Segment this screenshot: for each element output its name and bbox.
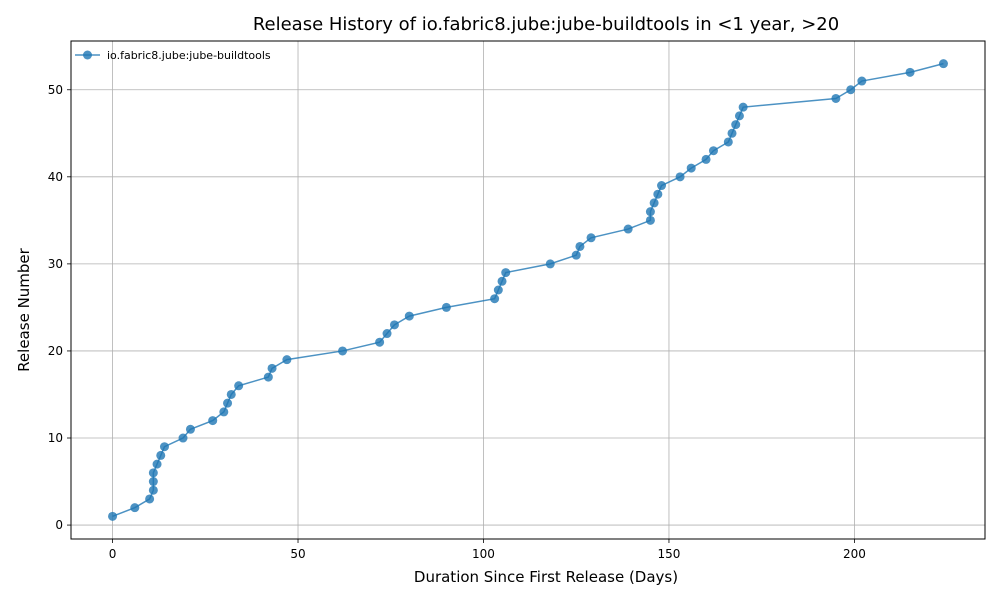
- x-tick-label: 50: [290, 547, 305, 561]
- data-point: [148, 468, 158, 478]
- data-point: [185, 424, 195, 434]
- data-point: [108, 511, 118, 521]
- axes: 0 50 100 150 200 0 10 20 30 40 50: [48, 83, 866, 561]
- data-point: [389, 320, 399, 330]
- data-point: [586, 233, 596, 243]
- data-point: [263, 372, 273, 382]
- data-point: [738, 102, 748, 112]
- data-point: [727, 128, 737, 138]
- data-point: [375, 337, 385, 347]
- data-point: [701, 154, 711, 164]
- data-point: [938, 59, 948, 69]
- data-point: [708, 146, 718, 156]
- legend: io.fabric8.jube:jube-buildtools: [75, 49, 271, 62]
- data-point: [267, 363, 277, 373]
- legend-marker-icon: [83, 50, 92, 60]
- data-point: [545, 259, 555, 269]
- data-point: [645, 215, 655, 225]
- data-point: [501, 268, 511, 278]
- data-point: [382, 329, 392, 339]
- y-axis-label: Release Number: [15, 247, 33, 371]
- series-line: [112, 62, 944, 518]
- y-tick-label: 0: [55, 518, 63, 532]
- series-layer: [108, 59, 948, 521]
- data-point: [657, 181, 667, 191]
- data-point: [653, 189, 663, 199]
- data-point: [282, 355, 292, 365]
- data-point: [178, 433, 188, 443]
- chart-title: Release History of io.fabric8.jube:jube-…: [253, 14, 839, 35]
- grid: [71, 41, 985, 539]
- y-tick-label: 30: [48, 257, 63, 271]
- data-point: [731, 120, 741, 130]
- data-point: [156, 450, 166, 460]
- data-point: [208, 416, 218, 426]
- data-point: [493, 285, 503, 295]
- x-axis-label: Duration Since First Release (Days): [414, 568, 678, 586]
- data-point: [223, 398, 233, 408]
- y-tick-label: 40: [48, 170, 63, 184]
- data-point: [159, 442, 169, 452]
- data-point: [148, 485, 158, 495]
- data-point: [219, 407, 229, 417]
- x-tick-label: 0: [109, 547, 117, 561]
- data-point: [148, 477, 158, 487]
- y-tick-label: 10: [48, 431, 63, 445]
- data-point: [857, 76, 867, 86]
- y-tick-label: 20: [48, 344, 63, 358]
- x-tick-label: 200: [843, 547, 866, 561]
- data-point: [905, 67, 915, 77]
- data-point: [441, 302, 451, 312]
- legend-label: io.fabric8.jube:jube-buildtools: [107, 49, 271, 62]
- data-point: [623, 224, 633, 234]
- data-point: [723, 137, 733, 147]
- x-tick-label: 150: [658, 547, 681, 561]
- data-point: [686, 163, 696, 173]
- data-point: [490, 294, 500, 304]
- data-point: [338, 346, 348, 356]
- plot-frame: [70, 40, 986, 540]
- data-point: [226, 389, 236, 399]
- data-point: [234, 381, 244, 391]
- x-tick-label: 100: [472, 547, 495, 561]
- data-point: [404, 311, 414, 321]
- data-point: [846, 85, 856, 95]
- data-point: [645, 207, 655, 217]
- data-point: [675, 172, 685, 182]
- data-point: [649, 198, 659, 208]
- data-point: [497, 276, 507, 286]
- data-point: [734, 111, 744, 121]
- data-point: [575, 241, 585, 251]
- data-point: [571, 250, 581, 260]
- y-tick-label: 50: [48, 83, 63, 97]
- data-point: [130, 503, 140, 513]
- data-point: [152, 459, 162, 469]
- data-point: [145, 494, 155, 504]
- data-point: [831, 93, 841, 103]
